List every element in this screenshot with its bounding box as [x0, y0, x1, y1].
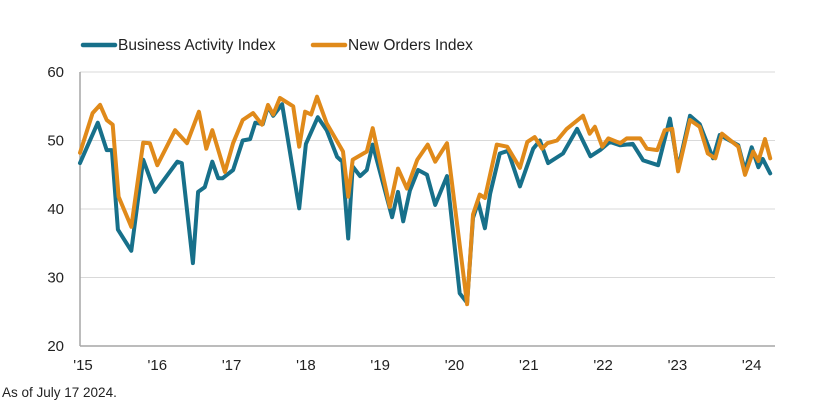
- legend-label: Business Activity Index: [118, 37, 276, 54]
- x-tick-label: '20: [445, 357, 465, 374]
- y-tick-label: 50: [47, 133, 64, 150]
- y-tick-label: 60: [47, 64, 64, 81]
- x-tick-label: '17: [222, 357, 242, 374]
- series-line: [78, 94, 773, 307]
- footnote: As of July 17 2024.: [2, 385, 117, 400]
- x-tick-label: '19: [370, 357, 390, 374]
- y-tick-label: 40: [47, 201, 64, 218]
- x-tick-label: '22: [593, 357, 613, 374]
- x-tick-labels: '15 '16 '17 '18 '19 '20 '21 '22 '23 '24: [73, 357, 761, 374]
- legend-label: New Orders Index: [348, 37, 473, 54]
- x-tick-label: '24: [742, 357, 762, 374]
- x-tick-label: '16: [148, 357, 168, 374]
- axes: [79, 72, 775, 347]
- y-tick-label: 30: [47, 270, 64, 287]
- y-tick-labels: 60 50 40 30 20: [47, 64, 64, 355]
- series-lines: [78, 94, 773, 307]
- series-new-orders: [78, 94, 773, 307]
- series-line: [78, 102, 773, 305]
- x-tick-label: '18: [296, 357, 316, 374]
- series-business-activity: [78, 102, 773, 305]
- x-tick-label: '21: [519, 357, 539, 374]
- legend: Business Activity Index New Orders Index: [80, 37, 473, 54]
- y-tick-label: 20: [47, 338, 64, 355]
- x-tick-label: '15: [73, 357, 93, 374]
- x-tick-label: '23: [668, 357, 688, 374]
